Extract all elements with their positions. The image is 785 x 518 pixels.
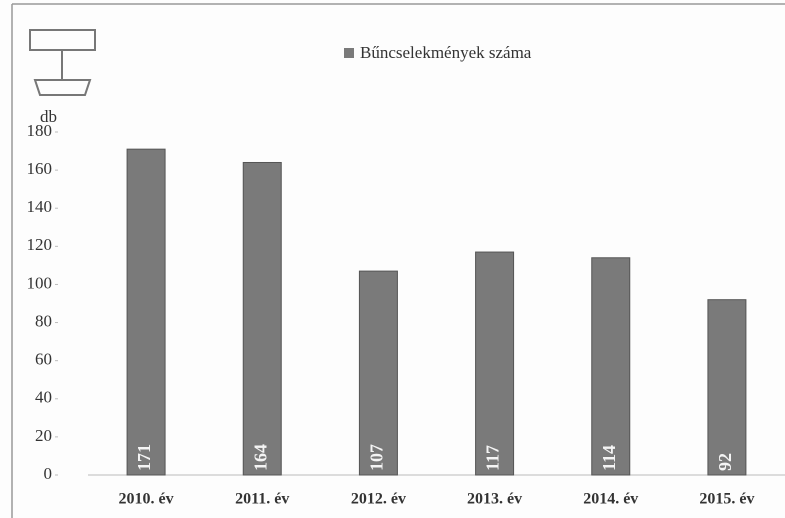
y-tick-label: 20 xyxy=(35,426,52,445)
logo xyxy=(29,29,96,96)
legend-swatch xyxy=(344,48,354,58)
bar xyxy=(475,251,515,476)
y-tick-label: 160 xyxy=(27,159,53,178)
y-tick-label: 60 xyxy=(35,350,52,369)
value-label: 107 xyxy=(367,444,387,471)
y-axis-label: db xyxy=(40,107,57,126)
value-label: 92 xyxy=(715,453,735,471)
y-tick-label: 180 xyxy=(27,121,53,140)
x-tick-label: 2010. év xyxy=(119,491,174,508)
bar xyxy=(358,270,398,476)
y-tick-label: 40 xyxy=(35,388,52,407)
x-tick-label: 2012. év xyxy=(351,491,406,508)
value-label: 164 xyxy=(250,444,270,471)
x-tick-label: 2015. év xyxy=(699,491,754,508)
bar xyxy=(126,148,166,476)
legend-label: Bűncselekmények száma xyxy=(360,43,532,62)
bar xyxy=(707,299,747,476)
x-tick-label: 2011. év xyxy=(235,491,289,508)
x-tick-label: 2013. év xyxy=(467,491,522,508)
y-tick-label: 80 xyxy=(35,311,52,330)
y-tick-label: 120 xyxy=(27,235,53,254)
y-tick-label: 0 xyxy=(44,464,53,483)
value-label: 117 xyxy=(483,445,503,471)
y-tick-label: 100 xyxy=(27,273,53,292)
y-tick-label: 140 xyxy=(27,197,53,216)
x-tick-label: 2014. év xyxy=(583,491,638,508)
bar xyxy=(242,161,282,476)
value-label: 114 xyxy=(599,445,619,471)
value-label: 171 xyxy=(134,444,154,471)
bar xyxy=(591,257,631,476)
